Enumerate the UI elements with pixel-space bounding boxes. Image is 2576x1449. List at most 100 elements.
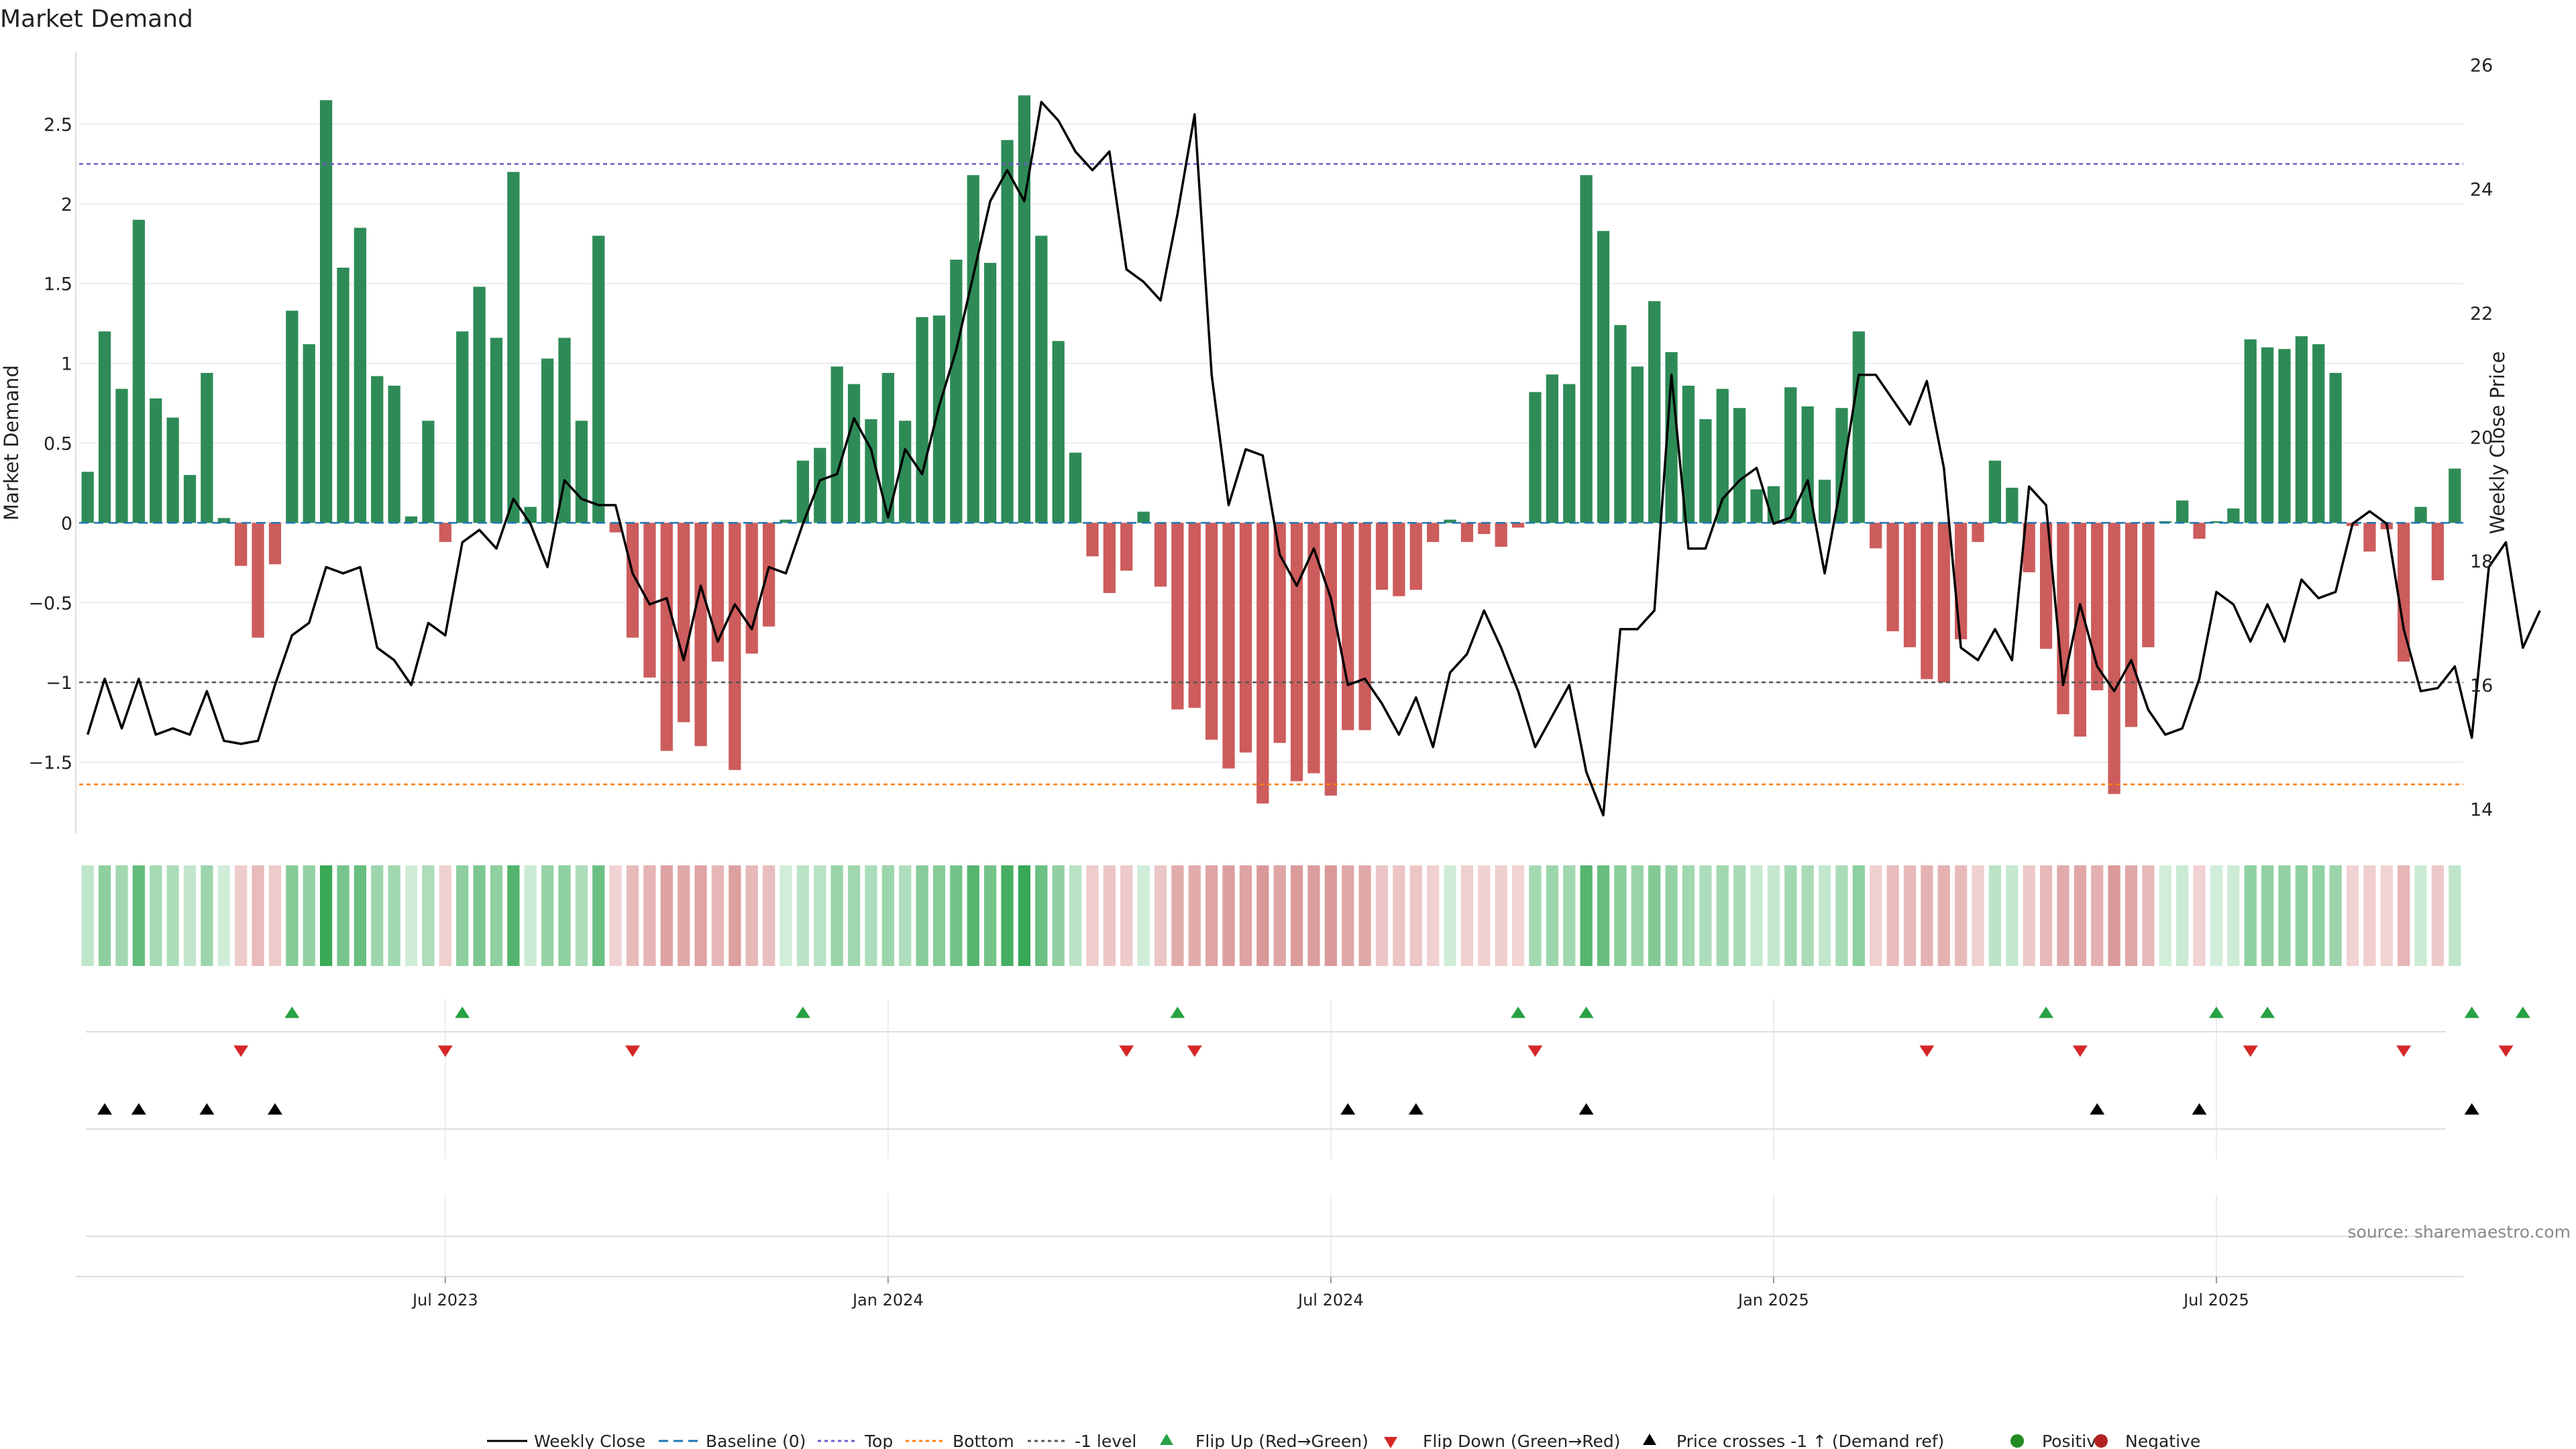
heat-cell [235,865,248,966]
demand-bar-negative [609,523,622,533]
demand-bar-positive [2244,339,2257,523]
flip-up-marker [1170,1006,1185,1018]
demand-bar-positive [1597,231,1610,523]
heat-cell [865,865,877,966]
heat-cell [524,865,537,966]
heat-cell [303,865,315,966]
price-cross-marker [267,1103,282,1115]
heat-cell [1478,865,1491,966]
heat-cell [1052,865,1065,966]
price-cross-marker [199,1103,215,1115]
demand-bar-negative [1358,523,1371,731]
demand-bar-negative [2431,523,2445,580]
legend-baseline: Baseline (0) [706,1432,806,1449]
heat-cell [643,865,656,966]
heat-cell [1324,865,1337,966]
flip-up-marker [2039,1006,2054,1018]
heat-cell [2091,865,2104,966]
demand-bar-negative [1972,523,1984,542]
demand-bar-positive [1767,486,1780,523]
heat-cell [1427,865,1440,966]
heat-cell [1921,865,1933,966]
demand-bar-negative [762,523,775,627]
heat-cell [132,865,145,966]
heat-cell [711,865,724,966]
x-tick-label: Jan 2024 [851,1291,924,1309]
demand-bar-negative [1205,523,1218,740]
demand-bar-negative [1409,523,1422,590]
demand-bar-negative [2074,523,2086,737]
legend-minus-one: -1 level [1075,1432,1136,1449]
demand-bar-negative [268,523,282,565]
demand-bar-positive [354,227,367,523]
heat-cell [2363,865,2376,966]
heat-cell [337,865,350,966]
heat-cell [932,865,946,966]
heat-cell [1597,865,1610,966]
demand-bar-positive [1580,175,1593,523]
demand-bar-positive [592,235,605,523]
heat-cell [2125,865,2138,966]
demand-bar-positive [201,372,213,523]
demand-bar-negative [1256,523,1269,804]
demand-bar-positive [541,358,554,523]
demand-bar-negative [694,523,707,747]
demand-bar-positive [371,376,384,523]
heat-cell [1954,865,1968,966]
heat-cell [762,865,775,966]
legend-bottom: Bottom [953,1432,1014,1449]
demand-bar-negative [252,523,264,638]
heat-cell [745,865,758,966]
heat-cell [609,865,622,966]
heat-cell [558,865,571,966]
heat-cell [1069,865,1082,966]
demand-bar-negative [1290,523,1303,782]
heat-cell [2227,865,2240,966]
demand-bar-positive [1137,511,1150,523]
heat-cell [541,865,554,966]
demand-bar-negative [1886,523,1899,632]
heat-cell [626,865,639,966]
heat-cell [1035,865,1048,966]
demand-bar-positive [1018,95,1031,523]
demand-bar-negative [1393,523,1405,596]
demand-bar-negative [1954,523,1968,639]
heat-cell [2312,865,2325,966]
heat-cell [98,865,111,966]
flip-up-marker [795,1006,810,1018]
heat-cell [1682,865,1695,966]
heat-cell [694,865,707,966]
demand-bar-negative [1307,523,1320,773]
heat-cell [1137,865,1150,966]
demand-bar-positive [456,331,469,523]
demand-bars [81,95,2461,804]
demand-bar-positive [1069,452,1082,523]
heat-cell [2142,865,2155,966]
heat-cell [1205,865,1218,966]
flip-up-marker [2208,1006,2224,1018]
demand-bar-positive [98,331,111,523]
heat-cell [2210,865,2223,966]
heat-cell [507,865,520,966]
demand-bar-positive [881,372,894,523]
heat-cell [371,865,384,966]
heat-cell [2295,865,2308,966]
heat-cell [2244,865,2257,966]
heat-cell [286,865,299,966]
demand-bar-positive [1546,374,1559,523]
heat-cell [1546,865,1559,966]
price-cross-marker [131,1103,146,1115]
heat-cell [1580,865,1593,966]
demand-bar-negative [1273,523,1286,743]
demand-bar-positive [166,417,179,523]
demand-bar-positive [830,366,843,523]
y-tick-label: −1 [46,673,72,694]
demand-bar-negative [1375,523,1389,590]
heat-cell [252,865,264,966]
heat-cell [1409,865,1422,966]
demand-bar-positive [780,519,792,523]
legend-top: Top [864,1432,893,1449]
grid-lines [79,123,2463,1278]
demand-bar-positive [575,421,588,523]
flip-up-marker [2515,1006,2530,1018]
